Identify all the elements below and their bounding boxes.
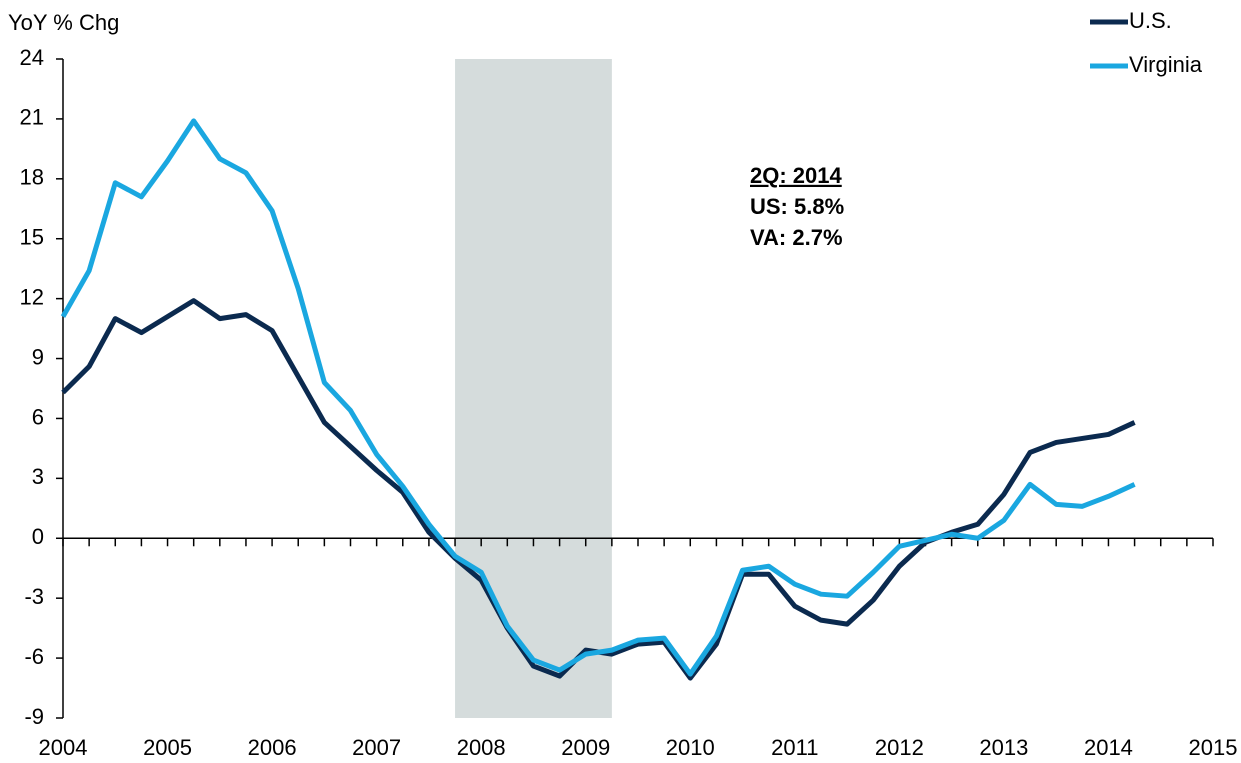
x-tick-label: 2015 bbox=[1189, 735, 1238, 760]
annotation: 2Q: 2014 bbox=[750, 163, 842, 188]
y-tick-label: 12 bbox=[20, 284, 44, 309]
x-tick-label: 2010 bbox=[666, 735, 715, 760]
x-tick-label: 2014 bbox=[1084, 735, 1133, 760]
x-tick-label: 2004 bbox=[39, 735, 88, 760]
y-tick-label: 18 bbox=[20, 165, 44, 190]
y-tick-label: -3 bbox=[24, 584, 44, 609]
x-tick-label: 2007 bbox=[352, 735, 401, 760]
y-tick-label: 6 bbox=[32, 404, 44, 429]
x-tick-label: 2008 bbox=[457, 735, 506, 760]
x-tick-label: 2006 bbox=[248, 735, 297, 760]
x-tick-label: 2013 bbox=[979, 735, 1028, 760]
y-tick-label: 9 bbox=[32, 344, 44, 369]
y-tick-label: -9 bbox=[24, 704, 44, 729]
x-tick-label: 2009 bbox=[561, 735, 610, 760]
legend-label: Virginia bbox=[1129, 52, 1203, 77]
y-axis-label: YoY % Chg bbox=[8, 10, 119, 35]
recession-shade bbox=[455, 59, 612, 718]
y-tick-label: 15 bbox=[20, 225, 44, 250]
legend-label: U.S. bbox=[1129, 8, 1172, 33]
y-tick-label: 3 bbox=[32, 464, 44, 489]
annotation: US: 5.8% bbox=[750, 194, 844, 219]
annotation: VA: 2.7% bbox=[750, 225, 843, 250]
y-tick-label: 24 bbox=[20, 45, 44, 70]
series-line bbox=[60, 118, 1136, 677]
y-tick-label: 21 bbox=[20, 105, 44, 130]
x-tick-label: 2005 bbox=[143, 735, 192, 760]
x-tick-label: 2012 bbox=[875, 735, 924, 760]
y-tick-label: -6 bbox=[24, 644, 44, 669]
x-tick-label: 2011 bbox=[771, 735, 818, 760]
y-tick-label: 0 bbox=[32, 524, 44, 549]
